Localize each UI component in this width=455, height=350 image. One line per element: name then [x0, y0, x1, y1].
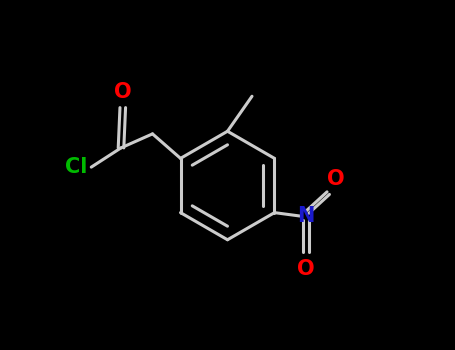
- Text: O: O: [114, 82, 131, 103]
- Text: O: O: [327, 169, 344, 189]
- Text: N: N: [297, 206, 315, 226]
- Text: Cl: Cl: [66, 157, 88, 177]
- Text: O: O: [297, 259, 315, 279]
